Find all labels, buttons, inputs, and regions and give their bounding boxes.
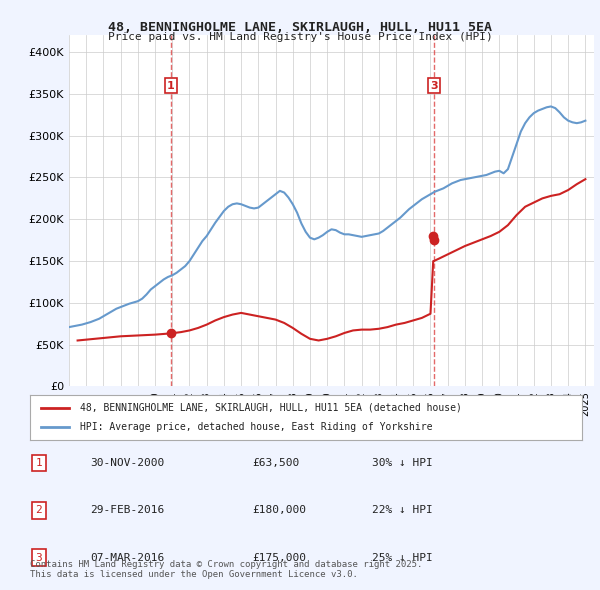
Text: Price paid vs. HM Land Registry's House Price Index (HPI): Price paid vs. HM Land Registry's House … xyxy=(107,32,493,42)
Text: 29-FEB-2016: 29-FEB-2016 xyxy=(90,506,164,515)
Text: 07-MAR-2016: 07-MAR-2016 xyxy=(90,553,164,562)
Text: £175,000: £175,000 xyxy=(252,553,306,562)
Text: 3: 3 xyxy=(35,553,43,562)
Text: £180,000: £180,000 xyxy=(252,506,306,515)
Text: 48, BENNINGHOLME LANE, SKIRLAUGH, HULL, HU11 5EA: 48, BENNINGHOLME LANE, SKIRLAUGH, HULL, … xyxy=(108,21,492,34)
Text: 1: 1 xyxy=(35,458,43,468)
Text: Contains HM Land Registry data © Crown copyright and database right 2025.
This d: Contains HM Land Registry data © Crown c… xyxy=(30,560,422,579)
Text: HPI: Average price, detached house, East Riding of Yorkshire: HPI: Average price, detached house, East… xyxy=(80,422,432,432)
Text: 2: 2 xyxy=(35,506,43,515)
Text: 25% ↓ HPI: 25% ↓ HPI xyxy=(372,553,433,562)
Text: 30% ↓ HPI: 30% ↓ HPI xyxy=(372,458,433,468)
Text: 48, BENNINGHOLME LANE, SKIRLAUGH, HULL, HU11 5EA (detached house): 48, BENNINGHOLME LANE, SKIRLAUGH, HULL, … xyxy=(80,403,461,412)
Text: 30-NOV-2000: 30-NOV-2000 xyxy=(90,458,164,468)
Text: 22% ↓ HPI: 22% ↓ HPI xyxy=(372,506,433,515)
Text: £63,500: £63,500 xyxy=(252,458,299,468)
Text: 1: 1 xyxy=(167,81,175,90)
Text: 3: 3 xyxy=(430,81,437,90)
